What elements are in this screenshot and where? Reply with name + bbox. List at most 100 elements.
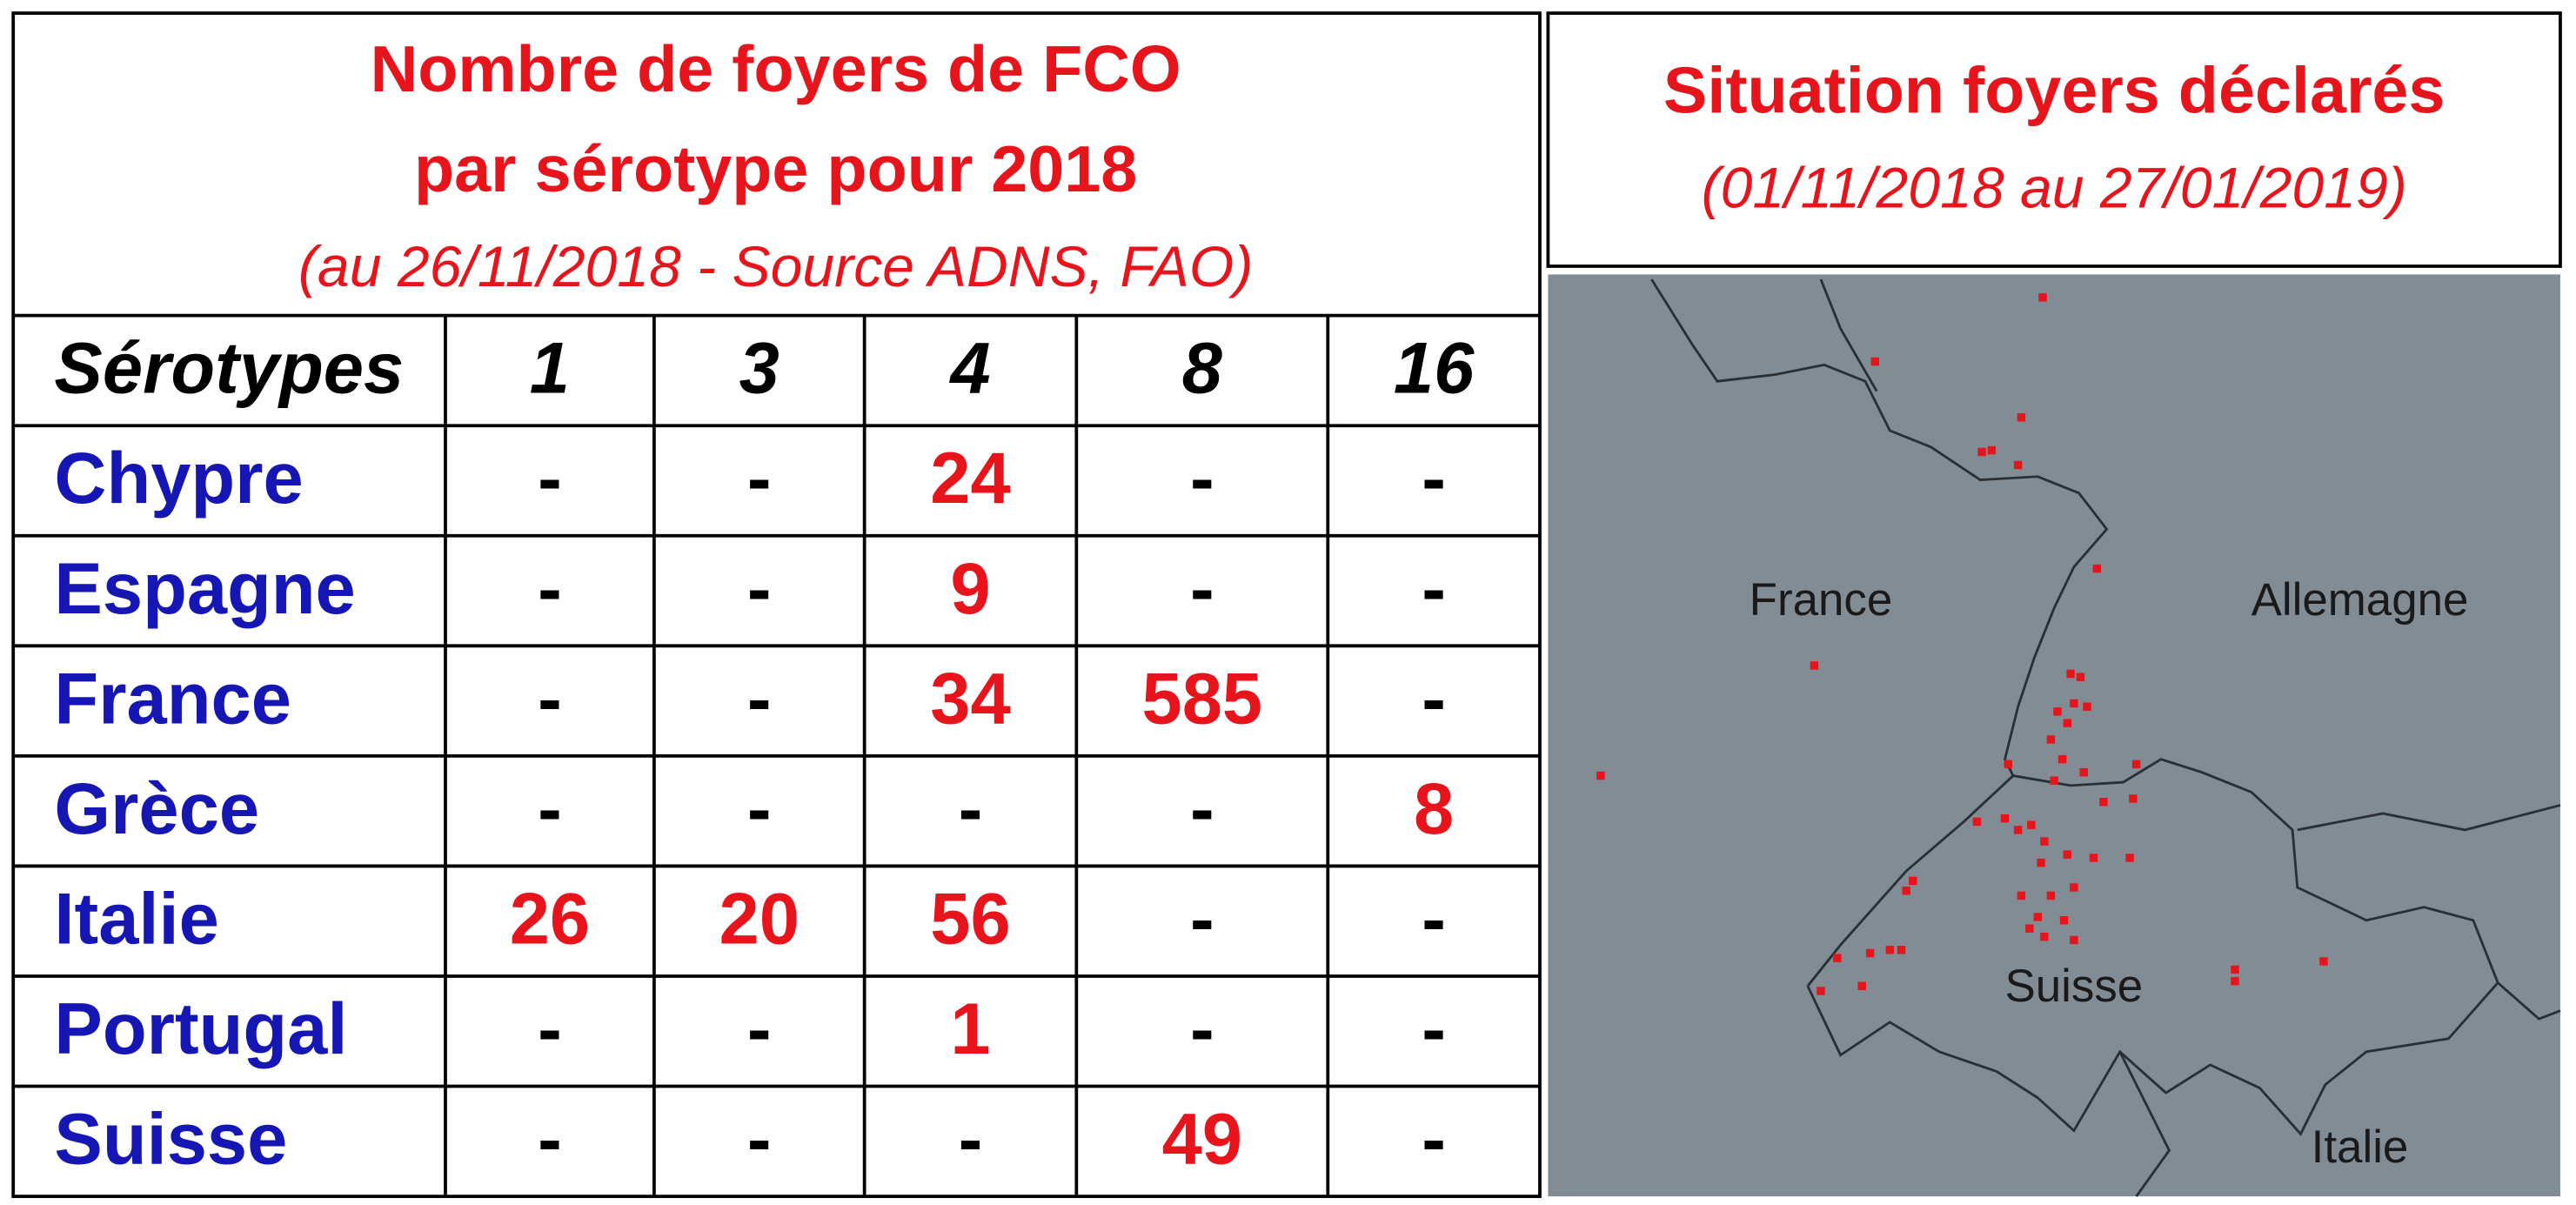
- outbreak-dot: [2057, 754, 2067, 764]
- outbreak-dot: [2038, 293, 2047, 302]
- borders: [1650, 278, 2561, 1197]
- outbreak-dot: [2025, 924, 2034, 933]
- outbreak-dot: [2046, 891, 2056, 900]
- outbreak-dot: [2099, 798, 2108, 807]
- cell-empty: -: [538, 548, 562, 629]
- map-label: Suisse: [2004, 961, 2143, 1012]
- table-subtitle: (au 26/11/2018 - Source ADNS, FAO): [298, 235, 1253, 299]
- cell-empty: -: [538, 658, 562, 739]
- cell-empty: -: [1422, 438, 1446, 519]
- outbreak-dot: [2129, 794, 2138, 803]
- outbreak-dot: [1865, 948, 1875, 958]
- row-name: Espagne: [54, 548, 355, 629]
- outbreak-dot: [1897, 946, 1906, 954]
- cell-empty: -: [1190, 548, 1214, 629]
- outbreak-dot: [2017, 891, 2026, 900]
- cell-value: 56: [930, 878, 1010, 959]
- map-background: [1548, 274, 2560, 1197]
- cell-empty: -: [1422, 988, 1446, 1069]
- outbreak-dot: [2027, 820, 2036, 829]
- map-title-box: [1546, 11, 2562, 268]
- row-name: Grèce: [54, 768, 259, 849]
- border: [2497, 981, 2561, 1021]
- outbreak-dot: [1909, 876, 1917, 886]
- outbreak-dot: [2079, 768, 2088, 777]
- cell-empty: -: [538, 1099, 562, 1180]
- outbreak-dot: [2033, 913, 2043, 921]
- cell-empty: -: [1422, 548, 1446, 629]
- cell-empty: -: [1190, 438, 1214, 519]
- row-name: Italie: [54, 878, 218, 959]
- cell-empty: -: [1190, 768, 1214, 849]
- outbreak-dot: [2125, 854, 2134, 862]
- cell-value: 34: [930, 658, 1010, 739]
- cell-empty: -: [1422, 1099, 1446, 1180]
- row-name: Portugal: [54, 988, 347, 1069]
- outbreak-dot: [2089, 854, 2098, 862]
- outbreak-dot: [2131, 760, 2141, 769]
- outbreak-dot: [2050, 776, 2058, 785]
- outbreak-dot: [2070, 935, 2078, 945]
- row-name: France: [54, 658, 291, 739]
- header-cell: 3: [739, 328, 779, 409]
- outbreak-dot: [2092, 564, 2102, 573]
- outbreak-dot: [1810, 661, 1819, 670]
- cell-empty: -: [959, 768, 983, 849]
- outbreak-dot: [2046, 735, 2056, 744]
- outbreak-dot: [2000, 813, 2010, 823]
- outbreak-dot: [2076, 673, 2085, 681]
- outbreak-dot: [2319, 957, 2328, 966]
- cell-empty: -: [747, 768, 772, 849]
- header-cell: 1: [530, 328, 570, 409]
- cell-empty: -: [538, 768, 562, 849]
- outbreak-dot: [2037, 858, 2045, 867]
- row-name: Chypre: [54, 438, 303, 519]
- cell-empty: -: [747, 548, 772, 629]
- outbreak-dot: [1833, 954, 1842, 962]
- outbreak-dot: [2063, 850, 2072, 859]
- cell-empty: -: [1190, 878, 1214, 959]
- border: [1819, 278, 1878, 392]
- outbreak-dot: [2063, 719, 2072, 727]
- cell-value: 585: [1141, 658, 1262, 739]
- outbreak-dot: [2066, 669, 2075, 679]
- cell-empty: -: [538, 988, 562, 1069]
- table-frame: [11, 11, 1542, 1198]
- outbreaks: [1596, 293, 2328, 995]
- outbreak-dot: [2070, 883, 2078, 892]
- map-label: Italie: [2312, 1121, 2409, 1173]
- outbreak-dot: [2040, 837, 2049, 846]
- map: France Allemagne Suisse Italie: [1548, 274, 2561, 1197]
- cell-empty: -: [747, 1099, 772, 1180]
- border: [2118, 1051, 2171, 1197]
- map-subtitle: (01/11/2018 au 27/01/2019): [1702, 156, 2407, 220]
- cell-value: 8: [1414, 768, 1454, 849]
- outbreak-dot: [2013, 460, 2023, 470]
- outbreak-dot: [1972, 817, 1982, 827]
- outbreak-dot: [2231, 965, 2239, 974]
- outbreak-dot: [1977, 447, 1986, 457]
- outbreak-dot: [1885, 946, 1895, 954]
- cell-value: 1: [950, 988, 990, 1069]
- outbreak-dot: [1857, 981, 1866, 991]
- outbreak-dot: [2059, 916, 2069, 925]
- cell-empty: -: [747, 438, 772, 519]
- map-label: Allemagne: [2251, 574, 2469, 626]
- outbreak-dot: [2053, 707, 2062, 716]
- outbreak-dot: [2231, 976, 2239, 986]
- cell-empty: -: [538, 438, 562, 519]
- cell-value: 26: [510, 878, 590, 959]
- cell-value: 49: [1162, 1099, 1242, 1180]
- cell-value: 9: [950, 548, 990, 629]
- outbreak-dot: [2040, 932, 2049, 941]
- header-cell: 8: [1182, 328, 1223, 409]
- header-cell: 4: [948, 328, 990, 409]
- table-title: Nombre de foyers de FCO: [371, 33, 1181, 106]
- cell-value: 24: [930, 438, 1010, 519]
- cell-empty: -: [747, 658, 772, 739]
- outbreak-dot: [2013, 826, 2023, 834]
- outbreak-dot: [2083, 702, 2091, 711]
